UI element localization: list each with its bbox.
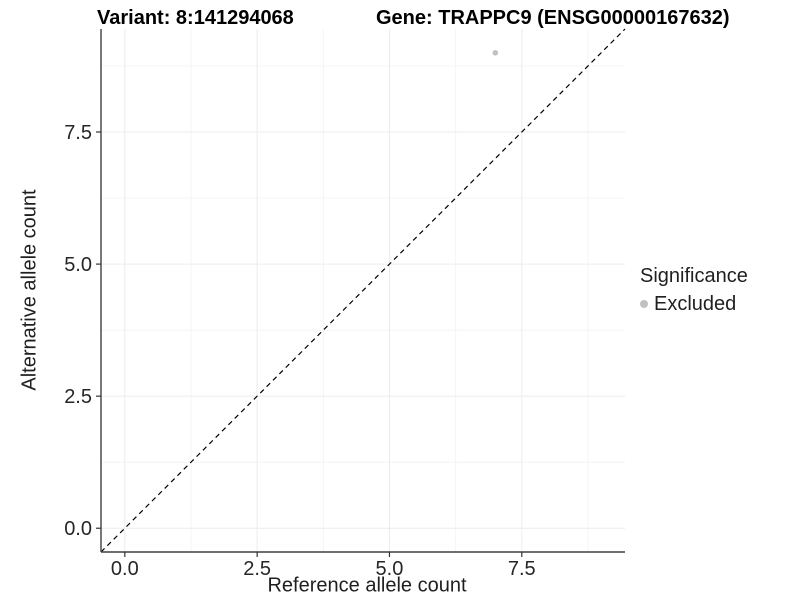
- y-tick-label: 5.0: [64, 254, 92, 276]
- y-axis-title: Alternative allele count: [18, 189, 41, 391]
- data-point: [492, 49, 499, 56]
- y-tick-label: 7.5: [64, 122, 92, 144]
- legend-point-icon: [640, 300, 648, 308]
- legend-item-label: Excluded: [654, 293, 737, 315]
- legend-title: Significance: [640, 265, 748, 287]
- plot-title-variant: Variant: 8:141294068: [97, 7, 294, 29]
- x-tick-label: 0.0: [111, 558, 139, 580]
- y-tick-label: 2.5: [64, 386, 92, 408]
- legend-item-excluded: Excluded: [640, 292, 748, 316]
- y-tick-label: 0.0: [64, 518, 92, 540]
- x-tick-label: 2.5: [243, 558, 271, 580]
- identity-line: [100, 28, 626, 553]
- plot-title-gene: Gene: TRAPPC9 (ENSG00000167632): [376, 7, 730, 29]
- x-axis-title: Reference allele count: [267, 574, 467, 597]
- legend: Significance Excluded: [640, 264, 748, 316]
- x-tick-label: 7.5: [508, 558, 536, 580]
- x-tick-label: 5.0: [376, 558, 404, 580]
